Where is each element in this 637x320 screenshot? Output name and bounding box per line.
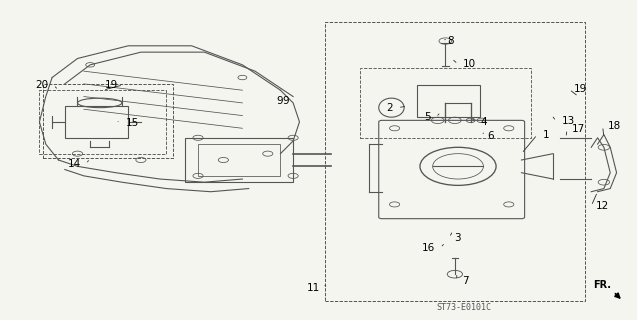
Text: 7: 7: [462, 276, 468, 285]
Bar: [325, 22, 585, 301]
Bar: [198, 144, 280, 176]
Text: 19: 19: [574, 84, 587, 94]
Bar: [417, 85, 480, 117]
Text: 20: 20: [35, 80, 48, 90]
Text: 9: 9: [282, 96, 289, 106]
Bar: [360, 68, 531, 138]
Text: 18: 18: [608, 121, 621, 131]
Text: 6: 6: [487, 131, 494, 141]
Text: 16: 16: [422, 243, 435, 253]
Text: 11: 11: [307, 283, 320, 293]
Text: 1: 1: [542, 130, 549, 140]
Text: 5: 5: [424, 112, 431, 122]
Bar: [65, 106, 128, 138]
Text: ST73-E0101C: ST73-E0101C: [437, 303, 492, 312]
Text: 9: 9: [276, 96, 283, 106]
Text: 2: 2: [386, 103, 392, 113]
Bar: [185, 138, 293, 182]
Text: 4: 4: [481, 117, 487, 127]
Text: 12: 12: [596, 201, 610, 211]
Text: 17: 17: [572, 124, 585, 134]
Text: 14: 14: [68, 159, 81, 169]
Text: 10: 10: [463, 59, 476, 69]
Text: 15: 15: [125, 118, 139, 128]
Text: 19: 19: [105, 80, 118, 90]
Bar: [43, 84, 173, 158]
Text: 13: 13: [561, 116, 575, 126]
Text: 3: 3: [454, 233, 461, 243]
Bar: [39, 90, 166, 154]
Text: 8: 8: [447, 36, 454, 46]
Text: FR.: FR.: [594, 280, 612, 290]
